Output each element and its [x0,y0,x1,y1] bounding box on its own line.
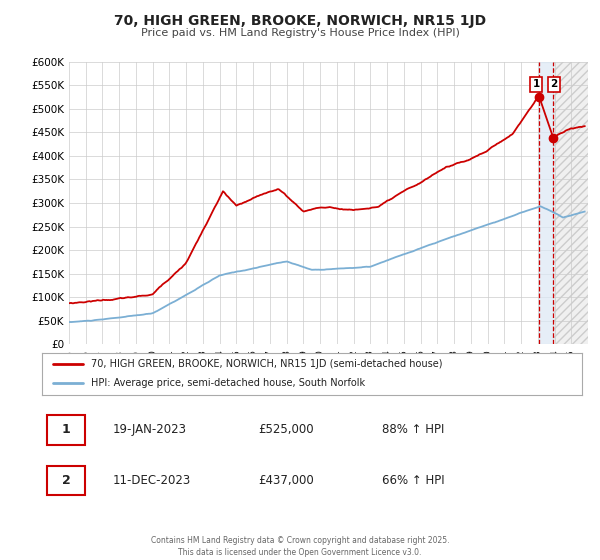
Text: 19-JAN-2023: 19-JAN-2023 [112,423,186,436]
FancyBboxPatch shape [47,415,85,445]
Text: HPI: Average price, semi-detached house, South Norfolk: HPI: Average price, semi-detached house,… [91,379,365,389]
Text: 70, HIGH GREEN, BROOKE, NORWICH, NR15 1JD (semi-detached house): 70, HIGH GREEN, BROOKE, NORWICH, NR15 1J… [91,359,442,369]
Text: 1: 1 [532,79,540,89]
Text: 2: 2 [550,79,557,89]
Text: £525,000: £525,000 [258,423,314,436]
Text: 66% ↑ HPI: 66% ↑ HPI [382,474,445,487]
Bar [553,62,588,344]
Text: 1: 1 [62,423,71,436]
Text: Contains HM Land Registry data © Crown copyright and database right 2025.
This d: Contains HM Land Registry data © Crown c… [151,536,449,557]
Text: 70, HIGH GREEN, BROOKE, NORWICH, NR15 1JD: 70, HIGH GREEN, BROOKE, NORWICH, NR15 1J… [114,14,486,28]
Text: £437,000: £437,000 [258,474,314,487]
Bar [553,62,588,344]
Bar [539,62,553,344]
Text: 11-DEC-2023: 11-DEC-2023 [112,474,190,487]
Text: 88% ↑ HPI: 88% ↑ HPI [382,423,445,436]
Text: 2: 2 [62,474,71,487]
Text: Price paid vs. HM Land Registry's House Price Index (HPI): Price paid vs. HM Land Registry's House … [140,28,460,38]
FancyBboxPatch shape [47,465,85,495]
